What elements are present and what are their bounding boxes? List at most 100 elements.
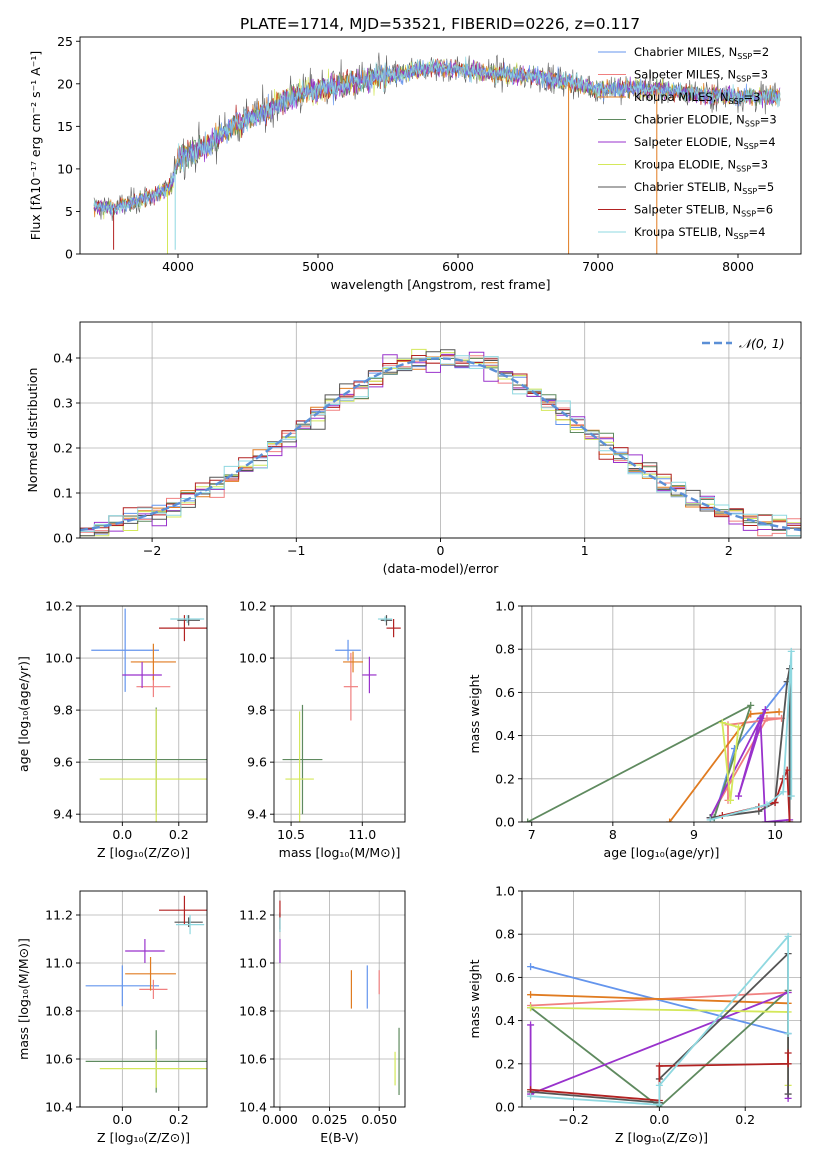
- x-tick-label: 5000: [302, 259, 334, 274]
- y-tick-label: 9.6: [53, 755, 73, 770]
- y-tick-label: 15: [57, 119, 73, 134]
- y-tick-label: 10.8: [45, 1004, 73, 1019]
- Z-weight-frame: [521, 890, 802, 1108]
- y-tick-label: 10.2: [45, 599, 73, 614]
- spectrum-legend: Chabrier MILES, NSSP=2 Salpeter MILES, NS…: [598, 45, 777, 241]
- x-axis-label: Z [log₁₀(Z/Z⊙)]: [97, 845, 190, 860]
- Z-mass-marks: [85, 895, 207, 1093]
- y-tick-label: 0.8: [495, 927, 515, 942]
- legend-entry: Salpeter MILES, NSSP=3: [634, 68, 768, 84]
- x-axis-label: mass [log₁₀(M/M⊙)]: [279, 845, 401, 860]
- histogram-series: [80, 355, 801, 537]
- y-tick-label: 11.2: [45, 908, 73, 923]
- y-axis-label: mass [log₁₀(M/M⊙)]: [16, 938, 31, 1060]
- y-tick-label: 11.0: [239, 956, 267, 971]
- legend-entry: Kroupa ELODIE, NSSP=3: [634, 158, 768, 174]
- y-tick-label: 0.2: [495, 771, 515, 786]
- x-tick-label: 8000: [722, 259, 754, 274]
- normal-curve: [80, 357, 801, 532]
- y-tick-label: 0.6: [495, 685, 515, 700]
- x-axis-label: Z [log₁₀(Z/Z⊙)]: [615, 1130, 708, 1145]
- x-tick-label: 0.0: [112, 1112, 132, 1127]
- y-tick-label: 10.0: [239, 651, 267, 666]
- y-tick-label: 1.0: [495, 884, 515, 899]
- x-tick-label: −2: [143, 543, 161, 558]
- spectrum-frame: [79, 36, 802, 255]
- y-tick-label: 11.0: [45, 956, 73, 971]
- x-axis-label: Z [log₁₀(Z/Z⊙)]: [97, 1130, 190, 1145]
- y-tick-label: 10.8: [239, 1004, 267, 1019]
- x-tick-label: 8: [609, 827, 617, 842]
- figure-title: PLATE=1714, MJD=53521, FIBERID=0226, z=0…: [240, 15, 640, 33]
- Z-age-marks: [88, 608, 207, 822]
- y-tick-label: 20: [57, 76, 73, 91]
- x-tick-label: 0.2: [169, 1112, 189, 1127]
- x-tick-label: 11.0: [348, 827, 376, 842]
- ebv-mass-marks: [279, 900, 400, 1095]
- age-weight-panel: 7 8 9 10 0.0 0.2 0.4 0.6 0.8 1.0 age [log₁₀(age/yr…: [467, 599, 802, 860]
- weight-line: [721, 721, 740, 801]
- weight-marker: [655, 1081, 663, 1089]
- weight-marker: [706, 816, 714, 822]
- age-weight-marks: [524, 647, 795, 822]
- weight-marker: [527, 991, 535, 999]
- x-tick-label: 0.0: [649, 1112, 669, 1127]
- y-axis-label: Flux [fλ10⁻¹⁷ erg cm⁻² s⁻¹ A⁻¹]: [28, 51, 43, 240]
- weight-marker: [786, 818, 794, 822]
- y-tick-label: 25: [57, 34, 73, 49]
- y-tick-label: 1.0: [495, 599, 515, 614]
- y-tick-label: 0: [65, 247, 73, 262]
- y-tick-label: 9.4: [53, 807, 73, 822]
- y-tick-label: 10.6: [239, 1052, 267, 1067]
- x-tick-label: 6000: [442, 259, 474, 274]
- weight-marker: [761, 706, 769, 714]
- y-axis-label: age [log₁₀(age/yr)]: [16, 656, 31, 772]
- age-weight-frame: [521, 605, 802, 823]
- y-tick-label: 0.0: [495, 815, 515, 830]
- y-tick-label: 0.1: [53, 486, 73, 501]
- x-axis-label: (data-model)/error: [383, 561, 500, 576]
- y-tick-label: 0.4: [495, 728, 515, 743]
- legend-entry: Chabrier MILES, NSSP=2: [634, 45, 769, 61]
- residual-histogram-marks: [80, 348, 801, 537]
- x-tick-label: 1: [581, 543, 589, 558]
- y-tick-label: 9.6: [247, 755, 267, 770]
- weight-line: [530, 989, 789, 1107]
- weight-marker: [756, 714, 764, 722]
- y-tick-label: 0.2: [495, 1056, 515, 1071]
- weight-line: [710, 667, 791, 822]
- weight-marker: [784, 932, 792, 940]
- x-tick-label: 0.025: [312, 1112, 348, 1127]
- mass-age-frame: [273, 605, 406, 823]
- y-tick-label: 0.4: [53, 351, 73, 366]
- x-tick-label: 10: [767, 827, 783, 842]
- y-tick-label: 10.2: [239, 599, 267, 614]
- spectrum-marks: [93, 52, 781, 254]
- x-axis-label: wavelength [Angstrom, rest frame]: [330, 277, 550, 292]
- x-tick-label: 4000: [162, 259, 194, 274]
- weight-marker: [735, 723, 743, 731]
- x-tick-label: 0.2: [169, 827, 189, 842]
- weight-marker: [527, 1021, 535, 1029]
- x-axis-label: E(B-V): [320, 1130, 359, 1145]
- x-tick-label: −0.2: [558, 1112, 588, 1127]
- Z-mass-frame: [79, 890, 208, 1108]
- y-tick-label: 0.0: [495, 1100, 515, 1115]
- spectrum-line: [93, 56, 781, 216]
- y-tick-label: 11.2: [239, 908, 267, 923]
- weight-marker: [527, 963, 535, 971]
- weight-marker: [787, 647, 795, 655]
- weight-marker: [775, 708, 783, 716]
- Z-age-panel: 0.0 0.2 9.4 9.6 9.8 10.0 10.2 Z [log₁₀(Z/Z⊙)] ag…: [16, 599, 208, 860]
- y-tick-label: 9.8: [53, 703, 73, 718]
- weight-marker: [666, 818, 674, 822]
- legend-entry: 𝒩(0, 1): [739, 336, 785, 351]
- weight-line: [530, 965, 789, 1035]
- Z-mass-panel: 0.0 0.2 10.4 10.6 10.8 11.0 11.2 Z [log₁₀(Z/Z⊙)…: [16, 890, 208, 1145]
- y-tick-label: 0.2: [53, 441, 73, 456]
- y-axis-label: mass weight: [467, 959, 482, 1038]
- weight-marker: [527, 1086, 535, 1094]
- y-tick-label: 10.4: [45, 1100, 73, 1115]
- mass-age-panel: 10.5 11.0 9.4 9.6 9.8 10.0 10.2 mass [log₁₀(M/M…: [239, 599, 406, 860]
